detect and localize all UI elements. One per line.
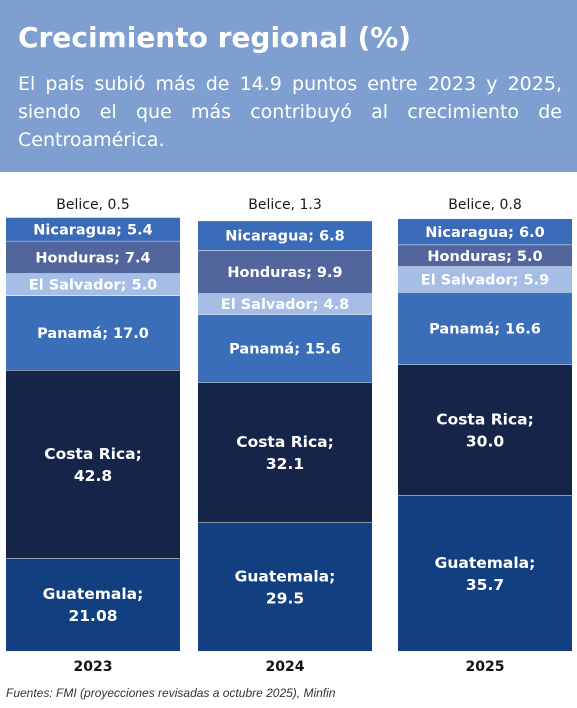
data-label-belice-2024: Belice, 1.3 [248, 197, 321, 213]
bar-segment-costa-rica-2023 [6, 370, 180, 559]
bar-segment-guatemala-2024 [198, 522, 372, 651]
data-label-el-salvador-2023: El Salvador; 5.0 [29, 278, 157, 294]
x-tick-label-2023: 2023 [74, 659, 113, 675]
data-label-costa-rica-2025: Costa Rica; 30.0 [436, 411, 534, 451]
bar-segment-el-salvador-2023 [6, 273, 180, 296]
bar-segment-guatemala-2023 [6, 558, 180, 651]
data-label-costa-rica-2024: Costa Rica; 32.1 [236, 433, 334, 473]
data-label-belice-2023: Belice, 0.5 [56, 197, 129, 213]
data-label-guatemala-2023: Guatemala; 21.08 [43, 585, 144, 625]
data-label-guatemala-2025: Guatemala; 35.7 [435, 554, 536, 594]
bar-segment-guatemala-2025 [398, 495, 572, 651]
data-label-honduras-2023: Honduras; 7.4 [35, 250, 150, 266]
bar-segment-costa-rica-2025 [398, 364, 572, 496]
x-tick-label-2024: 2024 [266, 659, 305, 675]
bar-segment-honduras-2024 [198, 250, 372, 294]
data-label-nicaragua-2025: Nicaragua; 6.0 [425, 225, 544, 241]
bar-segment-nicaragua-2024 [198, 220, 372, 251]
bar-segment-panama-2023 [6, 295, 180, 371]
bar-segment-costa-rica-2024 [198, 382, 372, 523]
source-note: Fuentes: FMI (proyecciones revisadas a o… [6, 686, 336, 700]
bar-segment-el-salvador-2025 [398, 266, 572, 293]
data-label-panama-2025: Panamá; 16.6 [429, 322, 541, 338]
data-label-honduras-2025: Honduras; 5.0 [427, 249, 542, 265]
bar-segment-panama-2025 [398, 292, 572, 365]
bar-segment-belice-2025 [398, 215, 572, 219]
header-banner: Crecimiento regional (%) El país subió m… [0, 0, 577, 172]
bar-segment-panama-2024 [198, 314, 372, 383]
data-label-honduras-2024: Honduras; 9.9 [227, 265, 342, 281]
page-subtitle: El país subió más de 14.9 puntos entre 2… [18, 73, 562, 151]
bar-segment-belice-2024 [198, 215, 372, 221]
x-tick-label-2025: 2025 [466, 659, 505, 675]
stacked-bar-chart: Guatemala; 21.08 Costa Rica; 42.8 Panamá; 17… [6, 197, 572, 675]
bar-segment-honduras-2023 [6, 240, 180, 274]
bar-segment-nicaragua-2025 [398, 218, 572, 245]
bar-segment-el-salvador-2024 [198, 293, 372, 315]
data-label-belice-2025: Belice, 0.8 [448, 197, 521, 213]
bar-segment-nicaragua-2023 [6, 217, 180, 241]
data-label-nicaragua-2023: Nicaragua; 5.4 [33, 222, 152, 238]
data-label-panama-2024: Panamá; 15.6 [229, 342, 341, 358]
bar-segment-belice-2023 [6, 215, 180, 218]
bar-segment-honduras-2025 [398, 244, 572, 267]
data-label-panama-2023: Panamá; 17.0 [37, 326, 149, 342]
page-title: Crecimiento regional (%) [18, 21, 412, 54]
data-label-costa-rica-2023: Costa Rica; 42.8 [44, 445, 142, 485]
data-label-guatemala-2024: Guatemala; 29.5 [235, 567, 336, 607]
data-label-el-salvador-2024: El Salvador; 4.8 [221, 297, 349, 313]
data-label-el-salvador-2025: El Salvador; 5.9 [421, 273, 549, 289]
data-label-nicaragua-2024: Nicaragua; 6.8 [225, 229, 344, 245]
